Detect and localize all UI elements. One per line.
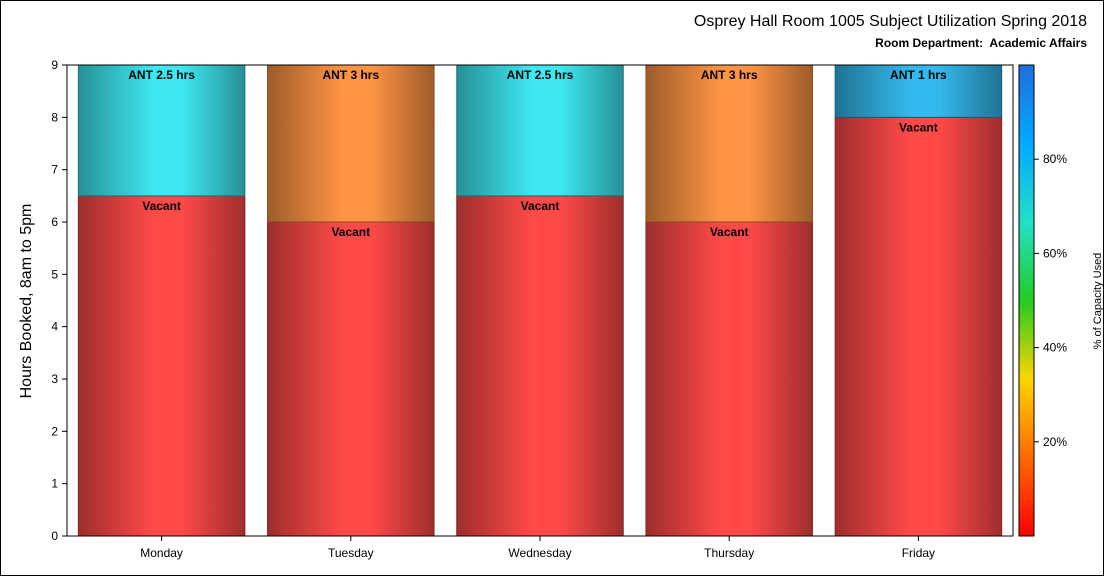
x-tick-label: Monday [140, 546, 183, 560]
x-tick-label: Wednesday [508, 546, 571, 560]
colorbar: 20% 40% 60% 80% % of Capacity Used [1018, 64, 1103, 537]
y-tick-label: 3 [51, 372, 58, 386]
y-tick-label: 1 [51, 477, 58, 491]
y-tick-label: 7 [51, 163, 58, 177]
colorbar-tick-label: 60% [1043, 246, 1067, 260]
data-label-vacant-thursday: Vacant [710, 225, 749, 239]
y-tick-label: 8 [51, 110, 58, 124]
bar-vacant-tuesday [267, 221, 435, 537]
y-axis-label: Hours Booked, 8am to 5pm [18, 204, 35, 399]
data-label-vacant-wednesday: Vacant [521, 199, 560, 213]
x-tick-label: Thursday [704, 546, 754, 560]
bar-ant-monday [77, 64, 246, 197]
data-label-vacant-monday: Vacant [142, 199, 181, 213]
data-label-ant-monday: ANT 2.5 hrs [128, 68, 195, 82]
y-tick-label: 5 [51, 267, 58, 281]
data-label-ant-friday: ANT 1 hrs [890, 68, 947, 82]
bar-ant-tuesday [267, 64, 435, 223]
bars-layer: Vacant ANT 2.5 hrs Vacant ANT 3 hrs Vacant AN… [77, 64, 1003, 537]
y-tick-label: 0 [51, 529, 58, 543]
y-tick-label: 4 [51, 320, 58, 334]
data-label-ant-wednesday: ANT 2.5 hrs [507, 68, 574, 82]
bar-ant-wednesday [456, 64, 624, 197]
colorbar-tick-label: 80% [1043, 152, 1067, 166]
chart-title: Osprey Hall Room 1005 Subject Utilizatio… [693, 13, 1087, 30]
bar-vacant-friday [834, 116, 1003, 537]
colorbar-tick-label: 20% [1043, 435, 1067, 449]
y-tick-label: 9 [51, 58, 58, 72]
bar-vacant-thursday [645, 221, 813, 537]
data-label-vacant-tuesday: Vacant [331, 225, 370, 239]
data-label-ant-tuesday: ANT 3 hrs [322, 68, 379, 82]
chart-subtitle: Room Department: Academic Affairs [875, 36, 1087, 50]
x-tick-label: Tuesday [328, 546, 374, 560]
y-tick-label: 6 [51, 215, 58, 229]
x-tick-label: Friday [902, 546, 935, 560]
colorbar-gradient [1018, 64, 1035, 537]
data-label-vacant-friday: Vacant [899, 120, 938, 134]
bar-ant-friday [834, 64, 1003, 118]
bar-ant-thursday [645, 64, 813, 223]
bar-vacant-wednesday [456, 195, 624, 537]
plot-area [66, 64, 1014, 537]
data-label-ant-thursday: ANT 3 hrs [701, 68, 758, 82]
colorbar-label: % of Capacity Used [1092, 253, 1103, 350]
bar-vacant-monday [77, 195, 246, 537]
axes-layer: Monday Tuesday Wednesday Thursday Friday 0 1 2 3… [51, 58, 1014, 560]
y-tick-label: 2 [51, 424, 58, 438]
colorbar-tick-label: 40% [1043, 341, 1067, 355]
